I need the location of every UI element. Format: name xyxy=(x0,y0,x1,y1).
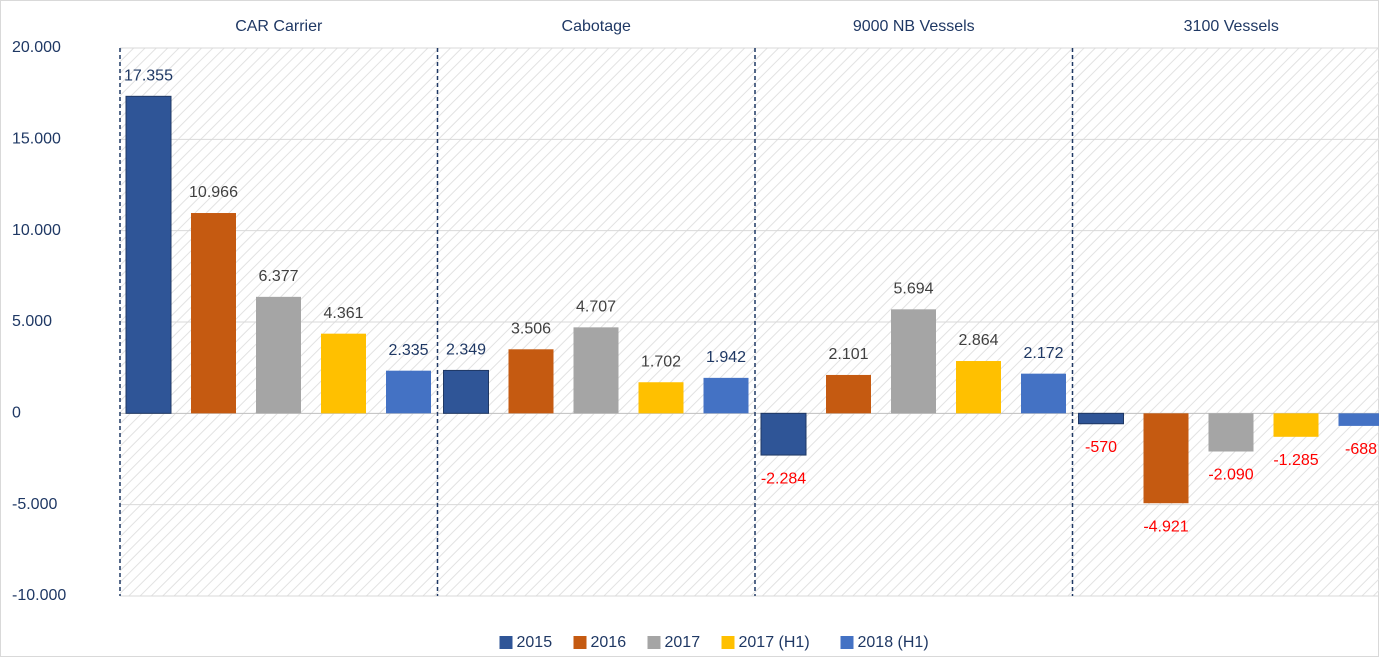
bar xyxy=(1143,413,1189,504)
bar xyxy=(956,361,1001,414)
data-label: 1.942 xyxy=(706,349,746,366)
category-label: Cabotage xyxy=(562,18,631,35)
y-tick-label: 15.000 xyxy=(12,131,61,148)
legend-label: 2017 xyxy=(665,634,701,651)
bar xyxy=(1338,413,1379,426)
y-tick-label: 0 xyxy=(12,405,21,422)
legend-swatch xyxy=(573,636,587,649)
bar xyxy=(760,412,807,456)
data-label: -1.285 xyxy=(1273,452,1318,469)
data-label: 10.966 xyxy=(189,184,238,201)
bar xyxy=(573,327,619,414)
data-label: 2.335 xyxy=(388,342,428,359)
data-label: 2.172 xyxy=(1023,345,1063,362)
bar xyxy=(1078,412,1124,425)
bar xyxy=(125,95,172,414)
category-label: 9000 NB Vessels xyxy=(853,18,975,35)
bar xyxy=(638,382,684,414)
y-tick-label: 5.000 xyxy=(12,313,52,330)
bar xyxy=(703,377,749,414)
y-tick-label: -5.000 xyxy=(12,496,57,513)
bar xyxy=(191,213,236,414)
bar xyxy=(1273,413,1319,437)
data-label: -2.090 xyxy=(1208,467,1253,484)
data-label: 17.355 xyxy=(124,68,173,85)
category-label: CAR Carrier xyxy=(235,18,323,35)
data-label: 2.349 xyxy=(446,342,486,359)
data-label: 5.694 xyxy=(893,281,933,298)
bar xyxy=(826,374,871,414)
data-label: 2.864 xyxy=(958,332,998,349)
legend-swatch xyxy=(499,636,513,649)
legend-swatch xyxy=(721,636,735,649)
legend-label: 2018 (H1) xyxy=(858,634,929,651)
category-label: 3100 Vessels xyxy=(1184,18,1279,35)
data-label: 1.702 xyxy=(641,353,681,370)
y-tick-label: 20.000 xyxy=(12,39,61,56)
bar xyxy=(891,309,936,414)
data-label: -570 xyxy=(1085,439,1117,456)
data-label: 6.377 xyxy=(258,268,298,285)
bar xyxy=(1208,413,1254,452)
y-tick-label: 10.000 xyxy=(12,222,61,239)
bar xyxy=(1021,373,1066,414)
data-label: 4.361 xyxy=(323,305,363,322)
bar xyxy=(256,296,301,414)
legend-label: 2016 xyxy=(591,634,627,651)
y-tick-label: -10.000 xyxy=(12,587,66,604)
legend-label: 2017 (H1) xyxy=(739,634,810,651)
data-label: 4.707 xyxy=(576,299,616,316)
legend-swatch xyxy=(840,636,854,649)
data-label: 3.506 xyxy=(511,321,551,338)
data-label: -688 xyxy=(1345,441,1377,458)
data-label: -4.921 xyxy=(1143,518,1188,535)
bar xyxy=(443,369,489,414)
data-label: -2.284 xyxy=(761,470,806,487)
bar xyxy=(321,333,366,414)
bar xyxy=(508,349,554,414)
legend-swatch xyxy=(647,636,661,649)
legend-label: 2015 xyxy=(517,634,553,651)
data-label: 2.101 xyxy=(828,346,868,363)
bar xyxy=(386,370,431,414)
